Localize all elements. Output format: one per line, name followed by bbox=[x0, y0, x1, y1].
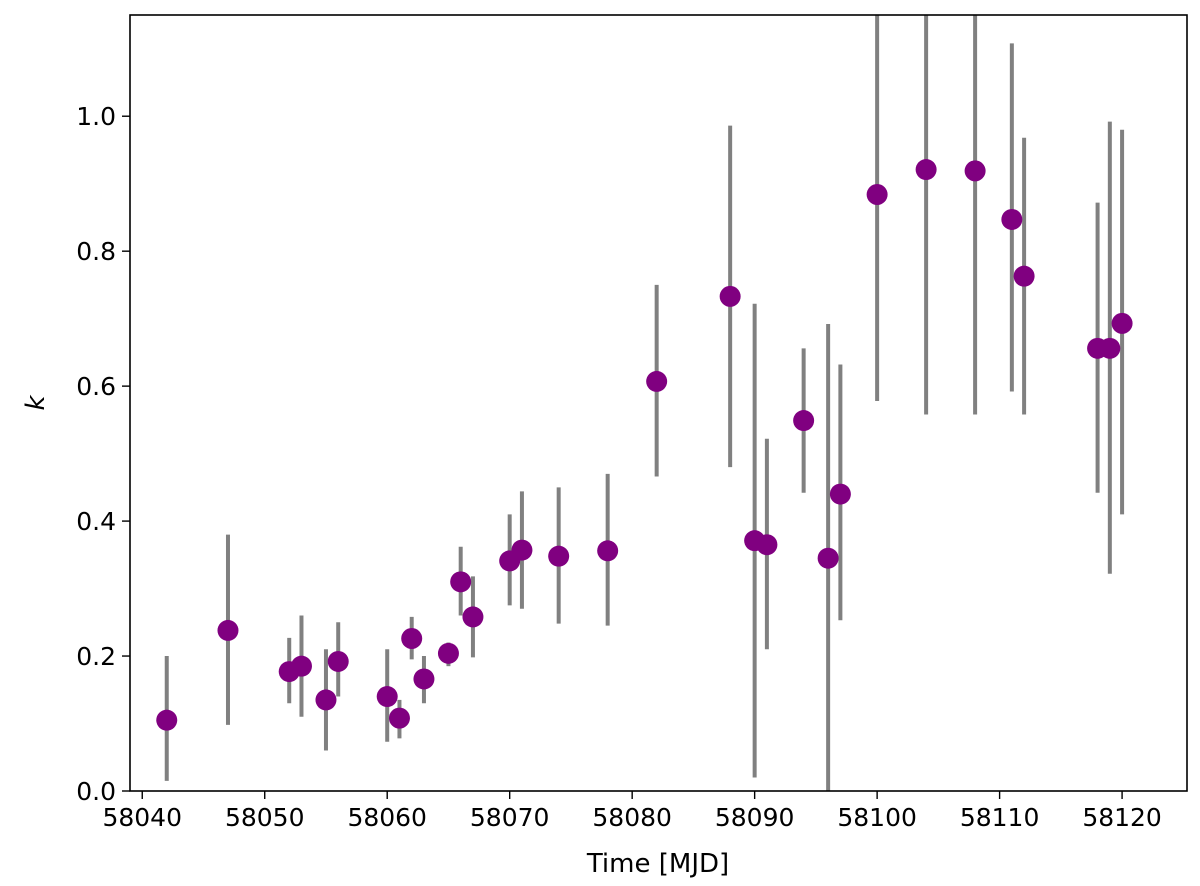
data-point bbox=[401, 627, 423, 649]
x-tick-label: 58080 bbox=[592, 803, 672, 832]
data-point bbox=[462, 606, 484, 628]
error-bars bbox=[164, 15, 1125, 791]
data-points bbox=[156, 159, 1133, 731]
data-point bbox=[376, 686, 398, 708]
data-point bbox=[1111, 312, 1133, 334]
data-point bbox=[817, 547, 839, 569]
x-tick-label: 58070 bbox=[470, 803, 550, 832]
data-point bbox=[866, 183, 888, 205]
data-point bbox=[719, 285, 741, 307]
x-tick-label: 58090 bbox=[715, 803, 795, 832]
data-point bbox=[413, 668, 435, 690]
data-point bbox=[1001, 208, 1023, 230]
data-point bbox=[290, 655, 312, 677]
x-axis-ticks: 58040 58050 58060 58070 58080 58090 58100 58110… bbox=[102, 791, 1162, 832]
x-tick-label: 58120 bbox=[1082, 803, 1162, 832]
y-axis-ticks: 0.0 0.2 0.4 0.6 0.8 1.0 bbox=[76, 102, 130, 806]
x-tick-label: 58050 bbox=[225, 803, 305, 832]
data-point bbox=[756, 534, 778, 556]
data-point bbox=[1013, 265, 1035, 287]
data-point bbox=[437, 642, 459, 664]
data-point bbox=[156, 709, 178, 731]
data-point bbox=[915, 159, 937, 181]
plot-area bbox=[156, 15, 1133, 791]
x-tick-label: 58110 bbox=[960, 803, 1040, 832]
data-point bbox=[217, 619, 239, 641]
data-point bbox=[964, 160, 986, 182]
data-point bbox=[511, 539, 533, 561]
data-point bbox=[597, 540, 619, 562]
data-point bbox=[793, 410, 815, 432]
data-point bbox=[646, 370, 668, 392]
data-point bbox=[548, 545, 570, 567]
y-axis-label: k bbox=[21, 395, 51, 411]
x-tick-label: 58060 bbox=[347, 803, 427, 832]
x-tick-label: 58040 bbox=[102, 803, 182, 832]
y-tick-label: 0.8 bbox=[76, 237, 116, 266]
x-tick-label: 58100 bbox=[837, 803, 917, 832]
data-point bbox=[315, 689, 337, 711]
y-tick-label: 0.2 bbox=[76, 642, 116, 671]
x-axis-label: Time [MJD] bbox=[586, 849, 729, 879]
y-tick-label: 1.0 bbox=[76, 102, 116, 131]
data-point bbox=[450, 571, 472, 593]
y-tick-label: 0.4 bbox=[76, 507, 116, 536]
data-point bbox=[327, 650, 349, 672]
data-point bbox=[388, 707, 410, 729]
y-tick-label: 0.6 bbox=[76, 372, 116, 401]
data-point bbox=[829, 483, 851, 505]
y-tick-label: 0.0 bbox=[76, 777, 116, 806]
data-point bbox=[1099, 337, 1121, 359]
axes-frame bbox=[129, 14, 1188, 792]
